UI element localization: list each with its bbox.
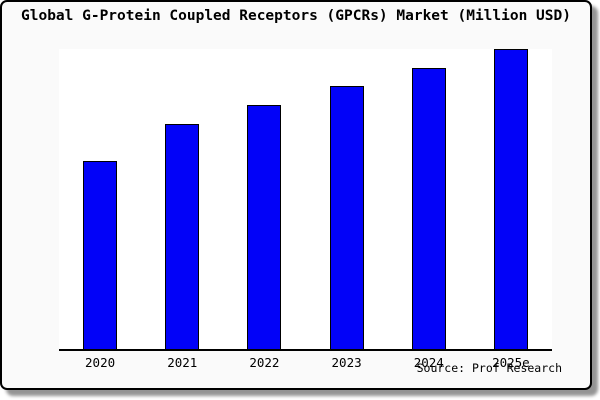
bar-2025e <box>493 49 528 349</box>
chart-title: Global G-Protein Coupled Receptors (GPCR… <box>21 8 571 24</box>
bar-2024 <box>411 68 446 349</box>
x-tick-label-2025e: 2025e <box>492 355 530 370</box>
x-tick-label-2024: 2024 <box>413 355 444 370</box>
bar-2023 <box>329 86 364 349</box>
x-tick-label-2021: 2021 <box>167 355 198 370</box>
bar-2022 <box>247 105 282 349</box>
x-tick-label-2020: 2020 <box>85 355 116 370</box>
bar-2020 <box>83 161 118 349</box>
x-tick-label-2023: 2023 <box>331 355 362 370</box>
source-credit: Source: Prof Research <box>416 361 562 375</box>
plot-area <box>59 49 552 351</box>
x-tick-label-2022: 2022 <box>249 355 280 370</box>
chart-card: Global G-Protein Coupled Receptors (GPCR… <box>0 0 592 390</box>
bar-2021 <box>165 124 200 349</box>
